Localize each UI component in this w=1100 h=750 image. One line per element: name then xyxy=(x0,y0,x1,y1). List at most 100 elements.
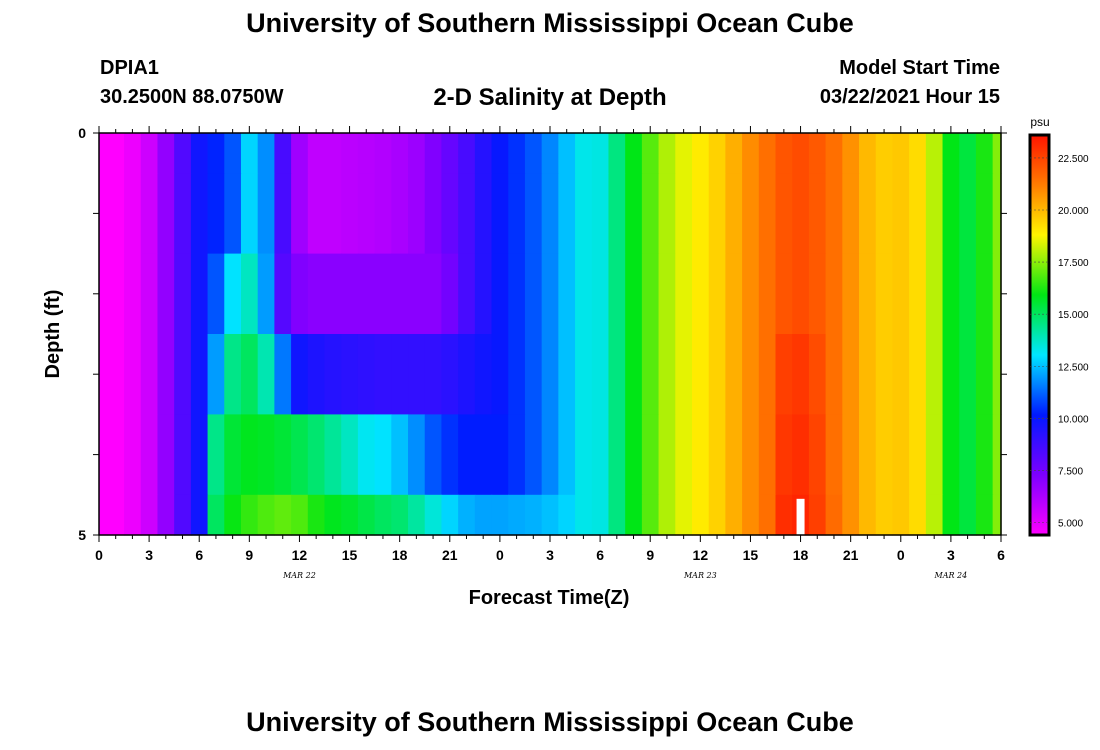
heatmap-cell xyxy=(391,133,409,174)
heatmap-cell xyxy=(324,173,342,255)
heatmap-cell xyxy=(508,494,526,536)
heatmap-cell xyxy=(942,334,960,415)
heatmap-cell xyxy=(625,173,643,255)
heatmap-cell xyxy=(975,414,994,496)
heatmap-cell xyxy=(825,173,843,255)
heatmap-cell xyxy=(975,494,994,536)
x-tick-label: 3 xyxy=(546,547,554,563)
heatmap-cell xyxy=(307,494,326,536)
heatmap-cell xyxy=(174,133,192,174)
heatmap-cell xyxy=(458,334,476,415)
heatmap-cell xyxy=(341,494,359,536)
heatmap-cell xyxy=(625,494,643,536)
heatmap-cell xyxy=(157,173,175,255)
heatmap-cell xyxy=(742,133,760,174)
heatmap-cell xyxy=(808,253,827,335)
heatmap-cell xyxy=(875,494,894,536)
heatmap-cell xyxy=(341,173,359,255)
heatmap-cell xyxy=(441,494,459,536)
heatmap-cell xyxy=(240,133,259,174)
heatmap-cell xyxy=(257,173,275,255)
heatmap-cell xyxy=(190,253,209,335)
heatmap-cell xyxy=(725,494,743,536)
heatmap-cell xyxy=(591,173,610,255)
heatmap-cell xyxy=(575,414,593,496)
heatmap-cell xyxy=(859,414,877,496)
heatmap-cell xyxy=(892,494,910,536)
heatmap-cell xyxy=(224,133,242,174)
heatmap-cell xyxy=(240,494,259,536)
heatmap-cell xyxy=(992,334,1002,415)
heatmap-cell xyxy=(224,414,242,496)
heatmap-cell xyxy=(591,133,610,174)
heatmap-cell xyxy=(808,414,827,496)
heatmap-cell xyxy=(541,253,559,335)
heatmap-cell xyxy=(274,334,292,415)
heatmap-cell xyxy=(875,414,894,496)
heatmap-cell xyxy=(124,334,142,415)
heatmap-cell xyxy=(975,173,994,255)
x-tick-label: 12 xyxy=(292,547,308,563)
heatmap-cell xyxy=(357,494,376,536)
heatmap-cell xyxy=(842,494,860,536)
x-date-label: MAR 22 xyxy=(282,571,316,580)
heatmap-cell xyxy=(140,173,159,255)
colorbar-tick-label: 17.500 xyxy=(1058,258,1089,269)
heatmap-cell xyxy=(942,173,960,255)
y-axis: 05 xyxy=(78,125,1007,543)
heatmap-cell xyxy=(992,253,1002,335)
heatmap-cell xyxy=(99,334,108,415)
heatmap-cell xyxy=(792,133,810,174)
y-tick-label: 5 xyxy=(78,527,86,543)
heatmap-cell xyxy=(257,414,275,496)
heatmap-cell xyxy=(240,173,259,255)
x-tick-label: 18 xyxy=(392,547,408,563)
heatmap-cell xyxy=(458,414,476,496)
x-date-label: MAR 24 xyxy=(934,571,968,580)
heatmap-cell xyxy=(391,414,409,496)
heatmap-cell xyxy=(708,173,726,255)
heatmap-cell xyxy=(174,494,192,536)
heatmap-cell xyxy=(775,414,793,496)
heatmap-cell xyxy=(341,133,359,174)
heatmap-cell xyxy=(591,414,610,496)
heatmap-cell xyxy=(240,334,259,415)
heatmap-cell xyxy=(307,253,326,335)
heatmap-cell xyxy=(508,334,526,415)
heatmap-cell xyxy=(558,494,576,536)
heatmap-cell xyxy=(792,414,810,496)
heatmap-cell xyxy=(508,253,526,335)
heatmap-cell xyxy=(591,494,610,536)
heatmap-cell xyxy=(274,253,292,335)
heatmap-cell xyxy=(925,133,944,174)
heatmap-cell xyxy=(925,334,944,415)
heatmap-cell xyxy=(107,133,125,174)
heatmap-cell xyxy=(658,253,676,335)
footer-title: University of Southern Mississippi Ocean… xyxy=(246,707,854,737)
heatmap-cell xyxy=(441,334,459,415)
heatmap-cell xyxy=(491,133,509,174)
heatmap-cell xyxy=(291,133,309,174)
heatmap-cell xyxy=(859,494,877,536)
heatmap-cell xyxy=(441,253,459,335)
heatmap-cell xyxy=(424,494,443,536)
heatmap-cell xyxy=(641,133,660,174)
heatmap-cell xyxy=(107,414,125,496)
heatmap-cell xyxy=(625,414,643,496)
heatmap-cell xyxy=(625,253,643,335)
heatmap-cell xyxy=(691,253,710,335)
heatmap-cell xyxy=(708,334,726,415)
heatmap-cell xyxy=(240,253,259,335)
heatmap-cell xyxy=(207,494,225,536)
heatmap-cell xyxy=(274,173,292,255)
heatmap-cell xyxy=(441,133,459,174)
heatmap-cell xyxy=(140,334,159,415)
heatmap-cell xyxy=(207,133,225,174)
heatmap-cell xyxy=(408,414,426,496)
heatmap-cell xyxy=(892,414,910,496)
heatmap-cell xyxy=(157,414,175,496)
heatmap-cell xyxy=(99,173,108,255)
heatmap-cell xyxy=(575,494,593,536)
heatmap-cell xyxy=(107,253,125,335)
